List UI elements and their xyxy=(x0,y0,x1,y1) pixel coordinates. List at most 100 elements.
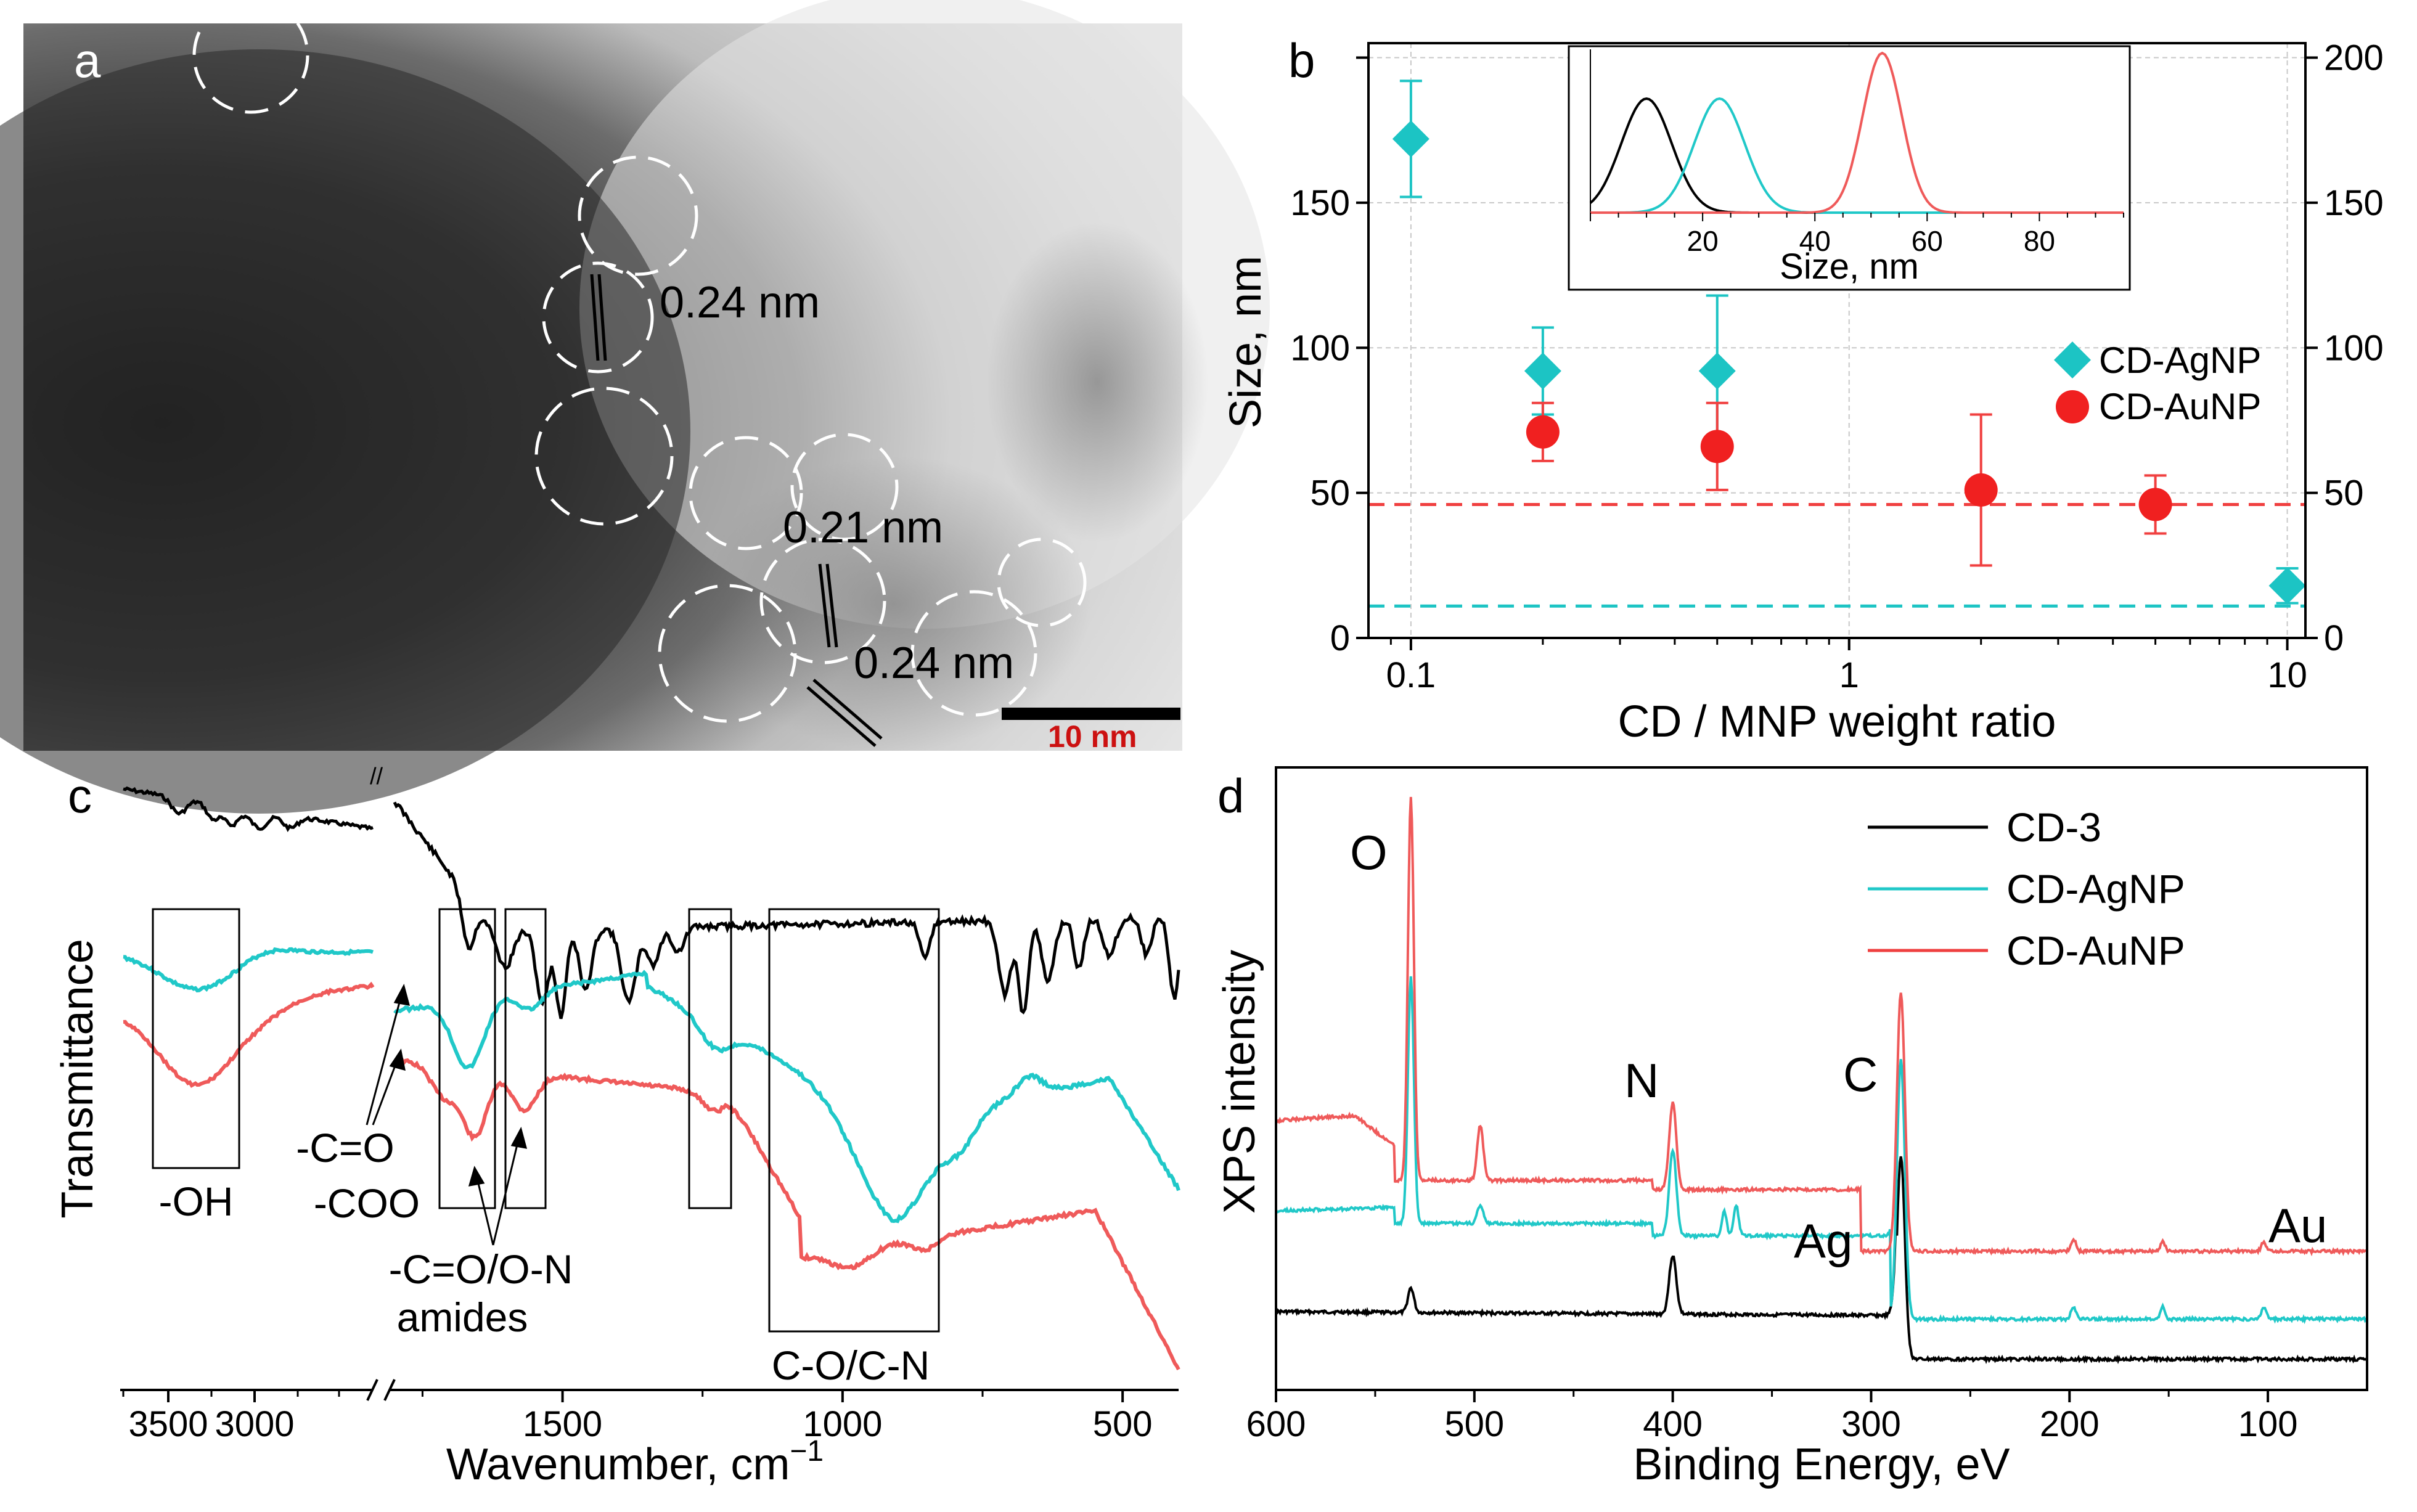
x-tick-label: 0.1 xyxy=(1386,655,1436,695)
axis-break-mark xyxy=(366,1379,378,1401)
y-tick-label-right: 150 xyxy=(2324,183,2384,223)
plot-frame xyxy=(1275,766,2368,1391)
y-tick-label-left: 0 xyxy=(1330,618,1350,658)
lattice-fringe xyxy=(597,274,607,361)
band-box xyxy=(768,908,940,1333)
inset-tick-label: 60 xyxy=(1912,225,1943,257)
tem-particle-blob xyxy=(986,222,1208,542)
tem-particle-blob xyxy=(697,456,1091,752)
panel-b-label: b xyxy=(1288,33,1315,88)
x-axis-title-text: Wavenumber, cm xyxy=(446,1440,790,1489)
annotation-coo: -COO xyxy=(314,1180,420,1226)
x-axis-title: Binding Energy, eV xyxy=(1633,1440,2010,1489)
plot-frame xyxy=(1367,42,2307,639)
legend-label-aunp: CD-AuNP xyxy=(2006,928,2185,973)
x-tick-label: 1500 xyxy=(523,1404,602,1444)
annotation-co-cn: C-O/C-N xyxy=(772,1342,930,1388)
inset-curve-cd-aunp xyxy=(1590,51,2124,214)
y-axis-title: Transmittance xyxy=(53,939,102,1218)
inset-frame xyxy=(1568,45,2131,291)
legend-label-agnp: CD-AgNP xyxy=(2006,866,2185,912)
axis-break-gap xyxy=(372,1378,390,1402)
x-tick-label: 3000 xyxy=(215,1404,294,1444)
x-tick-label: 1000 xyxy=(803,1404,882,1444)
x-tick-label: 1 xyxy=(1839,655,1859,695)
x-tick-label: 300 xyxy=(1841,1404,1901,1444)
axis-break-top: // xyxy=(370,764,383,790)
lattice-label-3: 0.24 nm xyxy=(854,639,1014,688)
y-tick-label-right: 0 xyxy=(2324,618,2344,658)
inset-tick-label: 20 xyxy=(1687,225,1719,257)
x-axis-title-exponent: −1 xyxy=(790,1435,824,1468)
nanoparticle-outline xyxy=(759,537,886,664)
reference-lines xyxy=(1368,502,2305,608)
inset-tick-label: 80 xyxy=(2024,225,2055,257)
nanoparticle-outline xyxy=(658,584,797,723)
inset-x-title: Size, nm xyxy=(1780,247,1919,287)
data-point-aunp xyxy=(1964,473,1998,507)
lattice-label-2: 0.21 nm xyxy=(783,503,943,552)
panel-d-label: d xyxy=(1217,769,1244,823)
annotation-arrows xyxy=(366,983,528,1246)
data-point-agnp xyxy=(2268,567,2306,605)
nanoparticle-outline xyxy=(910,590,1037,717)
lattice-fringe xyxy=(590,274,600,361)
y-tick-label-right: 50 xyxy=(2324,473,2364,513)
band-box xyxy=(504,908,547,1209)
data-point-aunp xyxy=(1526,415,1560,449)
axis-ticks: 3500 3000 1500 1000 500 xyxy=(122,1390,1153,1444)
inset-distribution: 20 40 60 80 Size, nm xyxy=(1568,45,2131,291)
peak-label-n: N xyxy=(1624,1053,1659,1108)
x-tick-label: 500 xyxy=(1093,1404,1153,1444)
nanoparticle-outline xyxy=(542,261,654,374)
data-point-aunp xyxy=(2138,488,2172,521)
x-tick-label: 600 xyxy=(1246,1404,1306,1444)
panel-c-ftir-chart: c // 3500 3000 1500 1000 500 Transmittance W… xyxy=(53,764,1180,1489)
data-point-agnp xyxy=(1524,352,1561,390)
lattice-fringe xyxy=(825,563,838,648)
lattice-fringe xyxy=(812,679,883,740)
peak-label-au: Au xyxy=(2268,1198,2327,1253)
y-axis-title: Size, nm xyxy=(1221,256,1270,428)
annotation-amides: amides xyxy=(397,1294,528,1340)
spectra xyxy=(1275,796,2368,1365)
tem-dark-region xyxy=(0,49,690,814)
peak-label-ag: Ag xyxy=(1794,1214,1852,1268)
nanoparticle-outline xyxy=(790,433,899,541)
nanoparticle-outline xyxy=(192,0,309,114)
x-tick-label: 200 xyxy=(2040,1404,2100,1444)
data-point-aunp xyxy=(1700,430,1734,464)
data-point-agnp xyxy=(1392,120,1429,158)
legend-label-aunp: CD-AuNP xyxy=(2099,386,2261,427)
x-tick-label: 3500 xyxy=(128,1404,208,1444)
y-axis-title: XPS intensity xyxy=(1215,950,1264,1214)
x-tick-label: 500 xyxy=(1444,1404,1504,1444)
xps-cd3 xyxy=(1275,1156,2368,1365)
ftir-aunp-right xyxy=(394,1056,1180,1371)
scale-bar xyxy=(1002,708,1180,720)
panel-a-tem-image: a 0.24 nm 0.21 nm 0.24 nm 10 nm xyxy=(0,0,1270,814)
y-tick-label-left: 150 xyxy=(1290,183,1350,223)
y-tick-label-left: 100 xyxy=(1290,328,1350,368)
nanoparticle-outline xyxy=(534,386,674,526)
lattice-fringe xyxy=(806,686,877,747)
nanoparticle-outlines xyxy=(192,0,1087,723)
ftir-aunp-left xyxy=(123,981,375,1089)
panel-c-label: c xyxy=(68,769,92,823)
x-axis-title: Wavenumber, cm−1 xyxy=(446,1435,824,1489)
x-axis-title: CD / MNP weight ratio xyxy=(1618,697,2056,746)
axis-ticks: 600 500 400 300 200 100 xyxy=(1246,1390,2297,1444)
ftir-agnp-left xyxy=(123,947,374,993)
ftir-cd-right xyxy=(393,801,1180,1020)
legend-marker-aunp xyxy=(2056,390,2089,423)
legend-label-cd3: CD-3 xyxy=(2006,804,2101,850)
y-tick-label-right: 100 xyxy=(2324,328,2384,368)
peak-label-c: C xyxy=(1843,1047,1878,1101)
lattice-label-1: 0.24 nm xyxy=(660,278,820,327)
panel-a-label: a xyxy=(74,33,101,88)
spectra xyxy=(123,786,1180,1371)
xps-aunp xyxy=(1275,796,2368,1257)
legend-label-agnp: CD-AgNP xyxy=(2099,340,2261,381)
